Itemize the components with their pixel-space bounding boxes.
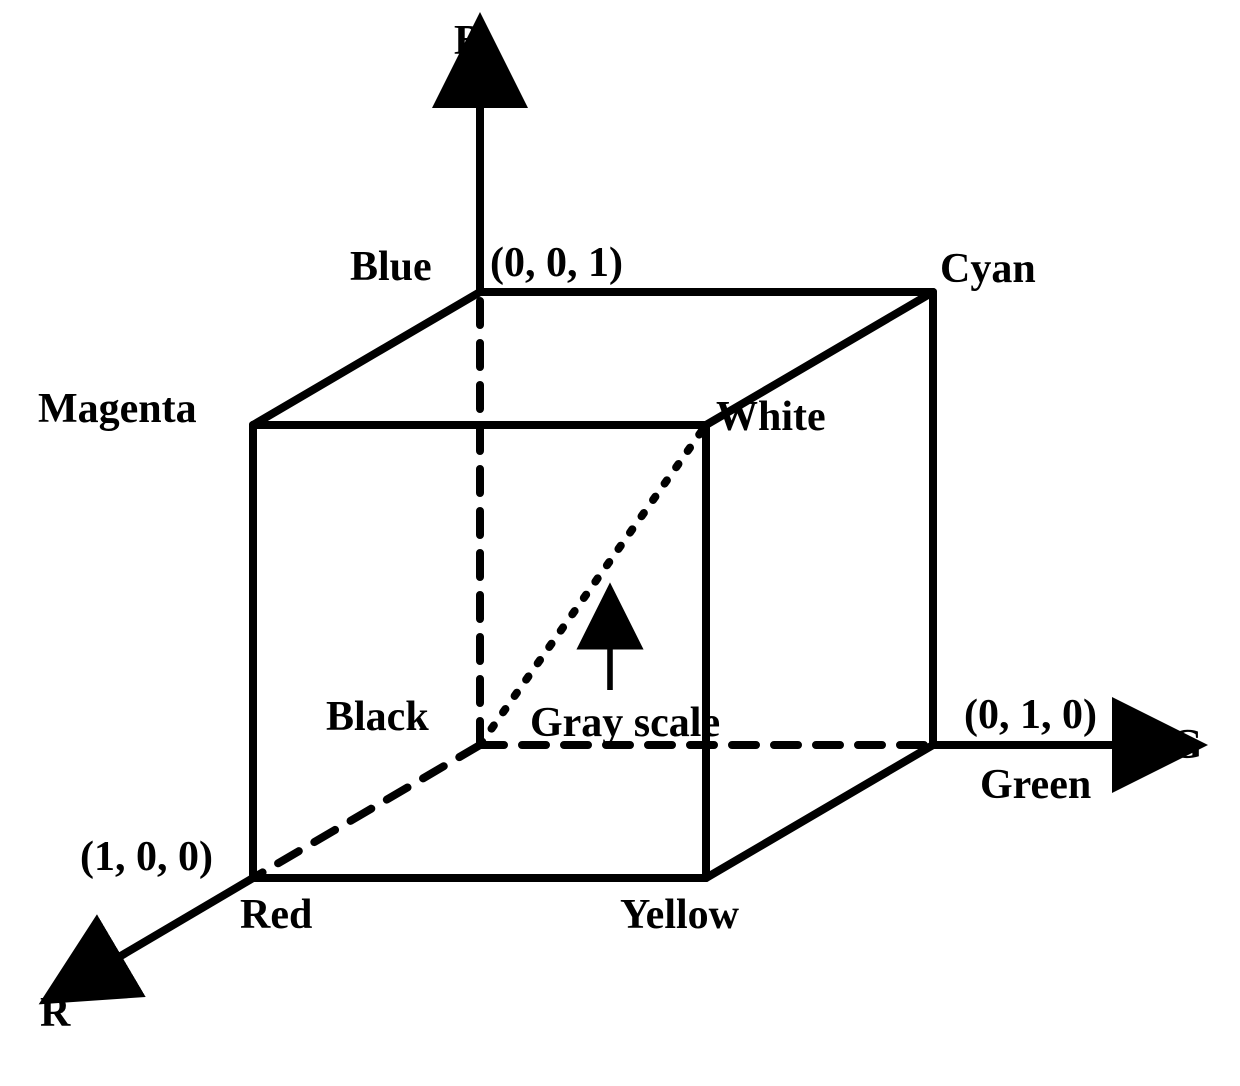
coord-label-red: (1, 0, 0) <box>80 834 213 880</box>
coord-label-blue: (0, 0, 1) <box>490 240 623 286</box>
coord-label-green: (0, 1, 0) <box>964 692 1097 738</box>
vertex-label-yellow: Yellow <box>620 892 740 938</box>
gray-scale-diagonal <box>480 425 706 745</box>
cube-dashed-edges <box>253 292 933 878</box>
vertex-label-cyan: Cyan <box>940 246 1036 292</box>
vertex-label-blue: Blue <box>350 244 432 290</box>
vertex-label-black: Black <box>326 694 429 740</box>
axis-label-b: B <box>454 18 482 64</box>
vertex-label-white: White <box>716 394 826 440</box>
vertex-label-red: Red <box>240 892 312 938</box>
vertex-label-magenta: Magenta <box>38 386 197 432</box>
axis-label-g: G <box>1170 722 1203 768</box>
axes <box>80 60 1160 980</box>
axis-label-r: R <box>40 990 71 1036</box>
vertex-label-green: Green <box>980 762 1091 808</box>
rgb-cube-diagram: B G R Blue (0, 0, 1) Cyan Magenta White … <box>0 0 1240 1086</box>
cube-solid-edges <box>253 292 933 878</box>
gray-scale-label: Gray scale <box>530 700 720 746</box>
